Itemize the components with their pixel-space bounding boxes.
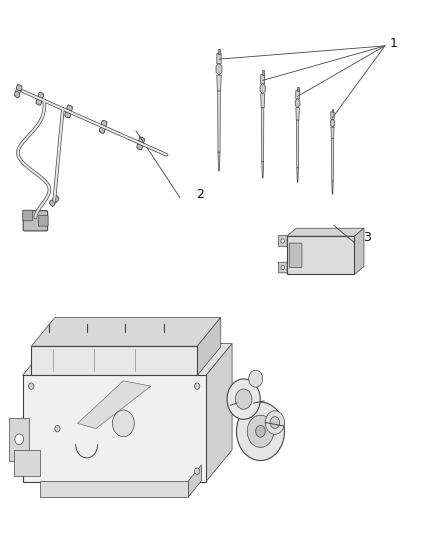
Polygon shape <box>40 481 188 497</box>
Polygon shape <box>297 168 298 182</box>
Polygon shape <box>188 465 201 497</box>
Polygon shape <box>78 381 151 429</box>
FancyBboxPatch shape <box>217 53 221 64</box>
Polygon shape <box>354 228 364 274</box>
Circle shape <box>194 383 200 389</box>
Polygon shape <box>330 119 335 127</box>
Text: 2: 2 <box>196 188 204 201</box>
FancyBboxPatch shape <box>261 75 265 84</box>
FancyBboxPatch shape <box>287 236 354 274</box>
Polygon shape <box>296 108 299 120</box>
Circle shape <box>113 410 134 437</box>
FancyBboxPatch shape <box>279 236 287 246</box>
Polygon shape <box>31 318 221 346</box>
Ellipse shape <box>99 127 105 133</box>
Polygon shape <box>297 120 299 168</box>
FancyBboxPatch shape <box>331 112 334 119</box>
Circle shape <box>281 239 285 243</box>
Bar <box>297 87 299 91</box>
Ellipse shape <box>54 196 59 201</box>
Text: 1: 1 <box>390 37 398 50</box>
Ellipse shape <box>50 200 55 206</box>
Polygon shape <box>217 75 221 91</box>
Ellipse shape <box>14 92 20 98</box>
Polygon shape <box>260 84 265 94</box>
Circle shape <box>265 411 285 434</box>
Ellipse shape <box>38 92 43 98</box>
Polygon shape <box>332 181 333 194</box>
Ellipse shape <box>102 120 107 126</box>
Circle shape <box>227 379 260 419</box>
Polygon shape <box>99 120 107 133</box>
Circle shape <box>28 383 34 389</box>
Ellipse shape <box>36 99 42 105</box>
Polygon shape <box>14 450 40 477</box>
Bar <box>218 49 220 54</box>
Text: 3: 3 <box>363 231 371 244</box>
Polygon shape <box>216 63 222 75</box>
Polygon shape <box>10 418 29 461</box>
FancyBboxPatch shape <box>279 262 287 273</box>
Polygon shape <box>332 139 333 181</box>
Circle shape <box>270 417 280 429</box>
Polygon shape <box>22 375 206 482</box>
FancyBboxPatch shape <box>39 215 48 226</box>
FancyBboxPatch shape <box>289 243 302 268</box>
Polygon shape <box>36 92 44 106</box>
Polygon shape <box>262 161 264 178</box>
FancyBboxPatch shape <box>296 91 300 99</box>
Ellipse shape <box>17 85 22 91</box>
Ellipse shape <box>67 105 72 111</box>
Polygon shape <box>49 195 59 207</box>
Polygon shape <box>65 105 73 118</box>
FancyBboxPatch shape <box>23 211 48 231</box>
FancyBboxPatch shape <box>23 210 32 221</box>
Bar <box>332 109 333 112</box>
Circle shape <box>55 425 60 432</box>
Polygon shape <box>261 108 264 161</box>
Circle shape <box>281 265 285 270</box>
Polygon shape <box>331 127 334 139</box>
Polygon shape <box>197 318 221 375</box>
Ellipse shape <box>139 137 145 143</box>
Polygon shape <box>218 91 220 152</box>
Circle shape <box>15 434 24 445</box>
Polygon shape <box>295 99 300 108</box>
Polygon shape <box>22 344 232 375</box>
Circle shape <box>237 402 285 461</box>
Circle shape <box>256 425 265 437</box>
Circle shape <box>247 415 274 447</box>
Polygon shape <box>137 137 145 150</box>
Polygon shape <box>218 152 220 171</box>
Polygon shape <box>14 84 22 98</box>
Circle shape <box>194 468 200 474</box>
Circle shape <box>28 468 34 474</box>
Circle shape <box>235 389 252 409</box>
Polygon shape <box>287 228 364 236</box>
Bar <box>261 70 264 75</box>
Polygon shape <box>261 94 265 108</box>
Ellipse shape <box>137 144 142 150</box>
Circle shape <box>249 370 263 387</box>
Ellipse shape <box>65 112 71 118</box>
Polygon shape <box>206 344 232 482</box>
Polygon shape <box>31 346 197 375</box>
